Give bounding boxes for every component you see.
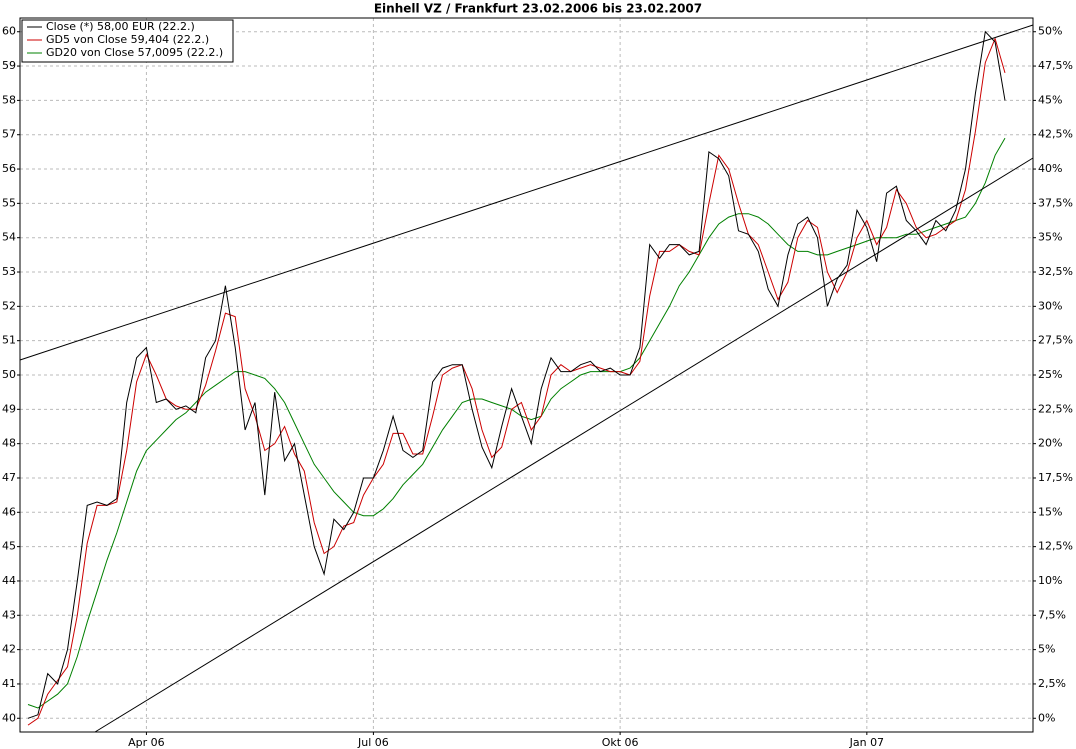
x-tick-label: Jan 07 bbox=[849, 736, 884, 749]
y2-tick-label: 27,5% bbox=[1038, 334, 1073, 347]
x-tick-label: Okt 06 bbox=[602, 736, 639, 749]
y2-tick-label: 37,5% bbox=[1038, 196, 1073, 209]
y2-tick-label: 12,5% bbox=[1038, 540, 1073, 553]
y2-tick-label: 30% bbox=[1038, 299, 1062, 312]
grid bbox=[20, 18, 1033, 732]
x-tick-label: Apr 06 bbox=[128, 736, 165, 749]
y2-tick-label: 22,5% bbox=[1038, 402, 1073, 415]
y-tick-label: 60 bbox=[2, 25, 16, 38]
y-tick-label: 58 bbox=[2, 93, 16, 106]
y2-tick-label: 0% bbox=[1038, 711, 1055, 724]
y2-tick-label: 47,5% bbox=[1038, 59, 1073, 72]
legend-label: GD20 von Close 57,0095 (22.2.) bbox=[46, 46, 223, 59]
series-lines bbox=[27, 30, 1006, 726]
series-line bbox=[27, 30, 1006, 719]
y-tick-label: 55 bbox=[2, 196, 16, 209]
x-tick-label: Jul 06 bbox=[357, 736, 389, 749]
y-tick-label: 52 bbox=[2, 299, 16, 312]
y-tick-label: 45 bbox=[2, 540, 16, 553]
y-tick-label: 54 bbox=[2, 231, 16, 244]
y-tick-label: 51 bbox=[2, 334, 16, 347]
y-tick-label: 57 bbox=[2, 128, 16, 141]
y-tick-label: 50 bbox=[2, 368, 16, 381]
y2-tick-label: 7,5% bbox=[1038, 608, 1066, 621]
y-tick-label: 56 bbox=[2, 162, 16, 175]
legend-label: Close (*) 58,00 EUR (22.2.) bbox=[46, 20, 195, 33]
series-line bbox=[27, 137, 1006, 709]
y-tick-label: 49 bbox=[2, 402, 16, 415]
y-tick-label: 46 bbox=[2, 505, 16, 518]
y2-tick-label: 10% bbox=[1038, 574, 1062, 587]
y-tick-label: 48 bbox=[2, 437, 16, 450]
y2-tick-label: 15% bbox=[1038, 505, 1062, 518]
y2-tick-label: 20% bbox=[1038, 437, 1062, 450]
y-tick-label: 53 bbox=[2, 265, 16, 278]
y-tick-label: 40 bbox=[2, 711, 16, 724]
y-tick-label: 41 bbox=[2, 677, 16, 690]
y2-tick-label: 40% bbox=[1038, 162, 1062, 175]
legend-label: GD5 von Close 59,404 (22.2.) bbox=[46, 33, 209, 46]
trend-line bbox=[94, 157, 1034, 733]
y-tick-label: 42 bbox=[2, 643, 16, 656]
y2-tick-label: 42,5% bbox=[1038, 128, 1073, 141]
y2-tick-label: 2,5% bbox=[1038, 677, 1066, 690]
y-tick-label: 47 bbox=[2, 471, 16, 484]
y2-tick-label: 32,5% bbox=[1038, 265, 1073, 278]
y2-tick-label: 17,5% bbox=[1038, 471, 1073, 484]
y-tick-label: 43 bbox=[2, 608, 16, 621]
legend-box bbox=[21, 19, 234, 63]
y2-tick-label: 45% bbox=[1038, 93, 1062, 106]
y-tick-label: 59 bbox=[2, 59, 16, 72]
y2-tick-label: 25% bbox=[1038, 368, 1062, 381]
y2-tick-label: 35% bbox=[1038, 231, 1062, 244]
trend-line bbox=[19, 24, 1034, 361]
series-line bbox=[27, 37, 1006, 726]
y2-tick-label: 5% bbox=[1038, 643, 1055, 656]
y2-tick-label: 50% bbox=[1038, 25, 1062, 38]
y-tick-label: 44 bbox=[2, 574, 16, 587]
chart-title: Einhell VZ / Frankfurt 23.02.2006 bis 23… bbox=[374, 2, 702, 16]
legend: Close (*) 58,00 EUR (22.2.)GD5 von Close… bbox=[21, 19, 234, 63]
